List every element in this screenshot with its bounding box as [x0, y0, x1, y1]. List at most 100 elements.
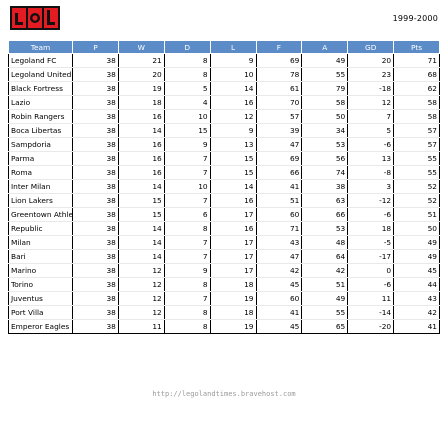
stat-cell: -6 [347, 207, 394, 222]
stat-cell: 79 [301, 81, 348, 96]
stat-cell: 43 [255, 235, 302, 250]
stat-cell: 66 [301, 207, 348, 222]
team-name-cell: Robin Rangers [8, 109, 73, 124]
table-row: Boca Libertas 38 14 15 9 39 34 5 57 [8, 123, 440, 138]
stat-cell: 38 [72, 151, 119, 166]
stat-cell: 9 [209, 53, 256, 68]
stat-cell: 42 [301, 263, 348, 278]
stat-cell: 66 [255, 165, 302, 180]
stat-cell: 60 [255, 291, 302, 306]
stat-cell: 18 [209, 277, 256, 292]
stat-cell: 13 [209, 137, 256, 152]
stat-cell: 41 [255, 179, 302, 194]
league-table: Team P W D L F A GD Pts Legoland FC 38 21 8 9 69 49 20 7… [8, 40, 440, 334]
stat-cell: 55 [301, 305, 348, 320]
stat-cell: 38 [72, 165, 119, 180]
stat-cell: 41 [393, 319, 440, 334]
column-header: L [209, 40, 257, 54]
stat-cell: 15 [209, 165, 256, 180]
column-header: A [301, 40, 349, 54]
stat-cell: 16 [117, 165, 165, 180]
table-row: Milan 38 14 7 17 43 48 -5 49 [8, 235, 440, 250]
site-url: http://legolandtimes.bravehost.com [152, 390, 296, 398]
stat-cell: 56 [301, 151, 348, 166]
stat-cell: 43 [393, 291, 440, 306]
team-name-cell: Marino [8, 263, 73, 278]
stat-cell: 10 [163, 109, 211, 124]
stat-cell: 38 [72, 193, 119, 208]
table-row: Republic 38 14 8 16 71 53 18 50 [8, 221, 440, 236]
stat-cell: 13 [347, 151, 394, 166]
stat-cell: 14 [117, 249, 165, 264]
team-name-cell: Lazio [8, 95, 73, 110]
lego-logo [10, 6, 60, 30]
column-header: W [117, 40, 165, 54]
stat-cell: 18 [117, 95, 165, 110]
stat-cell: 50 [301, 109, 348, 124]
stat-cell: 45 [255, 319, 302, 334]
stat-cell: 38 [72, 53, 119, 68]
stat-cell: 5 [347, 123, 394, 138]
stat-cell: -8 [347, 165, 394, 180]
stat-cell: 38 [72, 263, 119, 278]
table-row: Robin Rangers 38 16 10 12 57 50 7 58 [8, 109, 440, 124]
season-label: 1999-2000 [392, 14, 438, 23]
stat-cell: 38 [72, 95, 119, 110]
stat-cell: 71 [255, 221, 302, 236]
stat-cell: 15 [209, 151, 256, 166]
stat-cell: 14 [117, 179, 165, 194]
stat-cell: 38 [72, 207, 119, 222]
stat-cell: 23 [347, 67, 394, 82]
stat-cell: 8 [163, 319, 211, 334]
team-name-cell: Inter Milan [8, 179, 73, 194]
stat-cell: 71 [393, 53, 440, 68]
stat-cell: 62 [393, 81, 440, 96]
stat-cell: 14 [117, 221, 165, 236]
stat-cell: 14 [117, 123, 165, 138]
stat-cell: 41 [255, 305, 302, 320]
stat-cell: 12 [209, 109, 256, 124]
stat-cell: 39 [255, 123, 302, 138]
stat-cell: 55 [393, 165, 440, 180]
stat-cell: 10 [163, 179, 211, 194]
stat-cell: 7 [163, 165, 211, 180]
stat-cell: 12 [117, 277, 165, 292]
stat-cell: 11 [347, 291, 394, 306]
stat-cell: 64 [301, 249, 348, 264]
stat-cell: 38 [72, 137, 119, 152]
stat-cell: 18 [347, 221, 394, 236]
stat-cell: 38 [72, 277, 119, 292]
team-name-cell: Republic [8, 221, 73, 236]
table-row: Legoland FC 38 21 8 9 69 49 20 71 [8, 53, 440, 68]
stat-cell: 16 [117, 109, 165, 124]
stat-cell: 20 [117, 67, 165, 82]
stat-cell: 70 [255, 95, 302, 110]
stat-cell: 16 [209, 193, 256, 208]
stat-cell: 14 [117, 235, 165, 250]
stat-cell: 38 [72, 221, 119, 236]
team-name-cell: Torino [8, 277, 73, 292]
table-row: Inter Milan 38 14 10 14 41 38 3 52 [8, 179, 440, 194]
stat-cell: 49 [393, 235, 440, 250]
stat-cell: 19 [209, 291, 256, 306]
stat-cell: 14 [209, 81, 256, 96]
stat-cell: 0 [347, 263, 394, 278]
table-row: Sampdoria 38 16 9 13 47 53 -6 57 [8, 137, 440, 152]
team-name-cell: Legoland FC [8, 53, 73, 68]
stat-cell: 38 [72, 249, 119, 264]
stat-cell: 47 [255, 249, 302, 264]
column-header: Pts [393, 40, 440, 54]
stat-cell: 74 [301, 165, 348, 180]
table-row: Parma 38 16 7 15 69 56 13 55 [8, 151, 440, 166]
team-name-cell: Emperor Eagles [8, 319, 73, 334]
table-row: Torino 38 12 8 18 45 51 -6 44 [8, 277, 440, 292]
stat-cell: 38 [72, 305, 119, 320]
stat-cell: 12 [117, 291, 165, 306]
table-row: Greentown Athletic38156176066-651 [8, 207, 440, 222]
stat-cell: 17 [209, 207, 256, 222]
table-row: Lion Lakers 38 15 7 16 51 63 -12 52 [8, 193, 440, 208]
stat-cell: -5 [347, 235, 394, 250]
stat-cell: 51 [255, 193, 302, 208]
stat-cell: 65 [301, 319, 348, 334]
stat-cell: 52 [393, 179, 440, 194]
